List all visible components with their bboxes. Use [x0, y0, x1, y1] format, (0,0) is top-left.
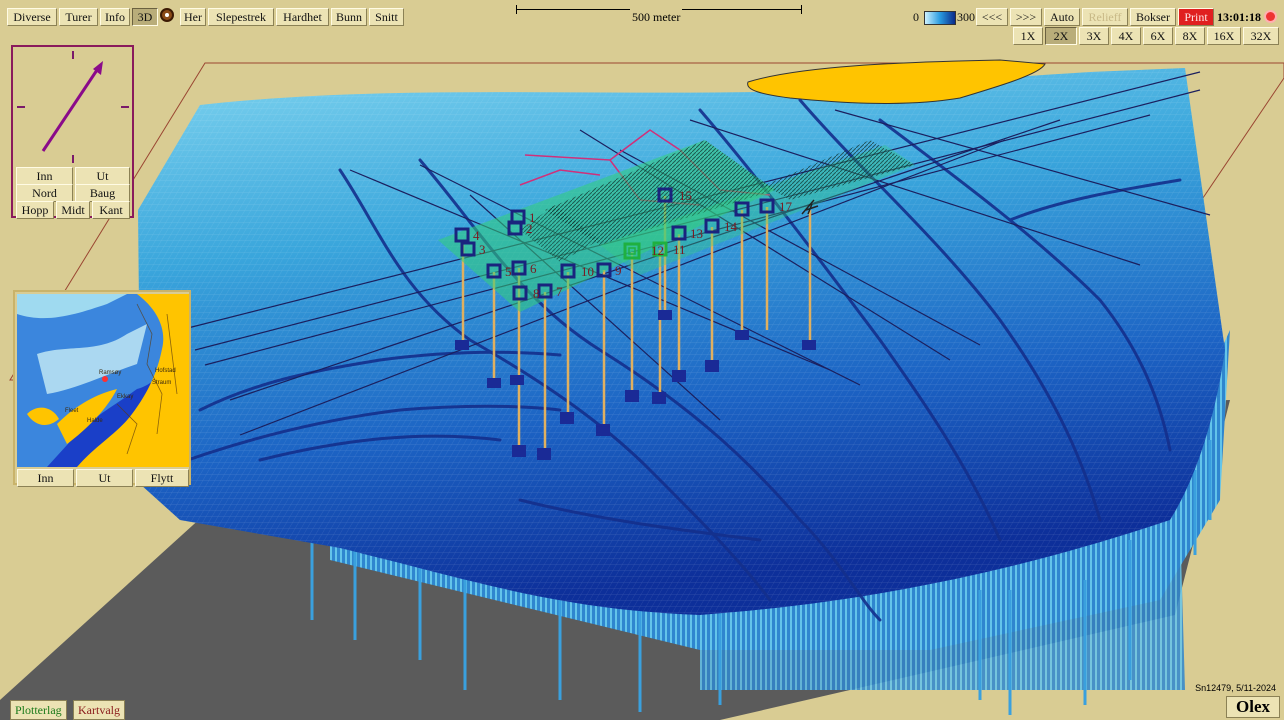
menu-turer[interactable]: Turer [59, 8, 98, 26]
place-label-6: Halde [87, 418, 103, 424]
target-icon[interactable] [160, 8, 174, 22]
land-mass [747, 59, 1046, 104]
step-back-button[interactable]: <<< [976, 8, 1008, 26]
svg-text:12: 12 [651, 243, 664, 258]
menu-bunn[interactable]: Bunn [331, 8, 367, 26]
bow-up-button[interactable]: Baug [75, 184, 130, 202]
depth-color-scale [924, 11, 956, 25]
svg-text:2: 2 [526, 221, 533, 236]
jump-button[interactable]: Hopp [16, 201, 54, 219]
menu-hardhet[interactable]: Hardhet [276, 8, 329, 26]
svg-text:11: 11 [673, 242, 686, 257]
zoom-6x[interactable]: 6X [1143, 27, 1173, 45]
zoom-32x[interactable]: 32X [1243, 27, 1279, 45]
compass-dial[interactable] [13, 47, 132, 165]
waypoint-4: 4 [454, 227, 480, 243]
zoom-4x[interactable]: 4X [1111, 27, 1141, 45]
tab-plotter-layer[interactable]: Plotterlag [10, 700, 67, 720]
minimap-panel: Hofstad Straum Ramsøy Fleet Ekkay Halde … [13, 290, 191, 487]
waypoint-14: 14 [704, 218, 738, 234]
svg-text:1: 1 [529, 210, 536, 225]
overview-map[interactable]: Hofstad Straum Ramsøy Fleet Ekkay Halde [17, 294, 189, 467]
minimap-zoom-out-button[interactable]: Ut [76, 469, 133, 487]
menu-slepestrek[interactable]: Slepestrek [208, 8, 274, 26]
boxes-button[interactable]: Bokser [1130, 8, 1176, 26]
compass-zoom-out-button[interactable]: Ut [75, 167, 130, 185]
svg-text:9: 9 [615, 263, 622, 278]
menu-info[interactable]: Info [100, 8, 130, 26]
print-button[interactable]: Print [1178, 8, 1214, 26]
clock: 13:01:18 [1217, 10, 1261, 24]
compass-panel: Inn Ut Nord Baug Hopp Midt Kant [11, 45, 134, 219]
zoom-16x[interactable]: 16X [1207, 27, 1241, 45]
tab-map-choice[interactable]: Kartvalg [73, 700, 125, 720]
svg-text:8: 8 [533, 286, 540, 301]
waypoint-boxes[interactable]: 1 2 3 4 5 6 7 8 9 10 11 12 13 14 15 17 [454, 187, 793, 301]
zoom-2x[interactable]: 2X [1045, 27, 1077, 45]
scale-label: 500 meter [630, 9, 683, 25]
depth-max-label: 300 [957, 10, 975, 24]
zoom-3x[interactable]: 3X [1079, 27, 1109, 45]
svg-text:4: 4 [473, 228, 480, 243]
place-label-5: Ekkay [117, 394, 133, 400]
vessel-icon [801, 199, 819, 215]
waypoint-7: 7 [537, 283, 563, 299]
waypoint-12: 12 [623, 242, 664, 260]
waypoint-16-box [734, 201, 750, 217]
waypoint-5: 5 [486, 263, 512, 279]
waypoint-2: 2 [507, 220, 533, 236]
zoom-1x[interactable]: 1X [1013, 27, 1043, 45]
place-label-3: Ramsøy [99, 370, 121, 376]
svg-text:3: 3 [479, 242, 486, 257]
waypoint-13: 13 [671, 225, 703, 241]
minimap-zoom-in-button[interactable]: Inn [17, 469, 74, 487]
serial-label: Sn12479, 5/11-2024 [1195, 683, 1276, 693]
svg-text:7: 7 [556, 284, 563, 299]
menu-her[interactable]: Her [180, 8, 206, 26]
place-label-2: Straum [152, 380, 171, 386]
svg-text:6: 6 [530, 261, 537, 276]
waypoint-15: 15 [657, 187, 692, 203]
position-icon [102, 376, 108, 382]
waypoint-17: 17 [759, 198, 793, 214]
place-label-4: Fleet [65, 408, 79, 414]
menu-3d[interactable]: 3D [132, 8, 158, 26]
auto-button[interactable]: Auto [1044, 8, 1080, 26]
place-label-1: Hofstad [155, 368, 176, 374]
svg-text:17: 17 [779, 199, 793, 214]
waypoint-9: 9 [596, 262, 622, 278]
waypoint-8: 8 [512, 285, 540, 301]
svg-text:14: 14 [724, 219, 738, 234]
minimap-move-button[interactable]: Flytt [135, 469, 189, 487]
heading-arrow-icon [41, 66, 101, 152]
seabed-markers [455, 310, 816, 460]
svg-text:13: 13 [690, 226, 703, 241]
north-up-button[interactable]: Nord [16, 184, 73, 202]
olex-logo[interactable]: Olex [1226, 696, 1280, 718]
relief-button[interactable]: Relieff [1082, 8, 1128, 26]
svg-text:10: 10 [581, 264, 594, 279]
waypoint-6: 6 [511, 260, 537, 276]
record-indicator-icon [1266, 12, 1275, 21]
waypoint-11: 11 [652, 241, 686, 257]
menu-snitt[interactable]: Snitt [369, 8, 404, 26]
center-button[interactable]: Midt [56, 201, 90, 219]
svg-text:15: 15 [679, 188, 692, 203]
waypoint-10: 10 [560, 263, 594, 279]
depth-min-label: 0 [913, 10, 919, 24]
menu-diverse[interactable]: Diverse [7, 8, 57, 26]
edge-button[interactable]: Kant [92, 201, 130, 219]
survey-swaths [438, 140, 915, 312]
step-forward-button[interactable]: >>> [1010, 8, 1042, 26]
waypoint-3: 3 [460, 241, 486, 257]
svg-text:5: 5 [505, 264, 512, 279]
compass-zoom-in-button[interactable]: Inn [16, 167, 73, 185]
zoom-8x[interactable]: 8X [1175, 27, 1205, 45]
